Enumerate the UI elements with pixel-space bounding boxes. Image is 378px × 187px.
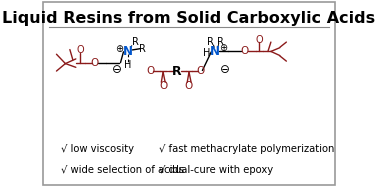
Text: √ dual-cure with epoxy: √ dual-cure with epoxy <box>159 165 273 175</box>
Text: N: N <box>123 45 133 58</box>
Text: √ wide selection of acids: √ wide selection of acids <box>61 165 184 175</box>
Text: R: R <box>139 44 146 54</box>
Text: ⊕: ⊕ <box>219 43 227 53</box>
Text: ⊕: ⊕ <box>116 44 124 54</box>
Text: √ fast methacrylate polymerization: √ fast methacrylate polymerization <box>159 144 335 154</box>
Text: O: O <box>76 45 84 56</box>
Text: O: O <box>197 66 205 76</box>
Text: O: O <box>90 58 99 68</box>
Text: R: R <box>207 37 214 47</box>
Text: O: O <box>185 81 193 91</box>
Text: H: H <box>203 48 211 58</box>
Text: R: R <box>172 65 182 78</box>
Text: ⊖: ⊖ <box>112 63 122 76</box>
Text: O: O <box>240 46 249 56</box>
Text: ⊖: ⊖ <box>220 63 230 76</box>
Text: O: O <box>159 81 167 91</box>
Text: √ low viscosity: √ low viscosity <box>61 144 134 154</box>
Text: R: R <box>132 37 139 47</box>
Text: Liquid Resins from Solid Carboxylic Acids: Liquid Resins from Solid Carboxylic Acid… <box>2 11 376 26</box>
Text: O: O <box>256 35 263 45</box>
Text: R: R <box>217 37 224 47</box>
Text: N: N <box>210 45 220 58</box>
Text: O: O <box>146 66 154 76</box>
Text: H: H <box>124 59 132 70</box>
